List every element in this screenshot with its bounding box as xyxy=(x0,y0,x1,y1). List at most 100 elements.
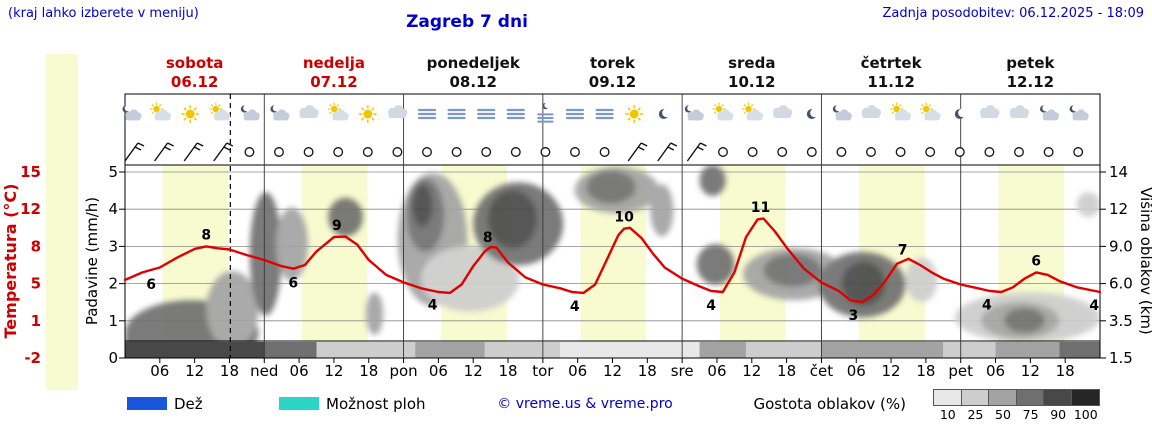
cloud-scale-cell: 25 xyxy=(960,389,990,422)
cloud-region xyxy=(365,292,384,335)
sun-ray xyxy=(714,104,717,107)
sun-cloud-icon xyxy=(919,102,941,121)
cloud-density-legend-label: Gostota oblakov (%) xyxy=(753,395,906,413)
cloud-height-tick-label: 14 xyxy=(1109,163,1128,181)
moon-mask xyxy=(1072,105,1079,112)
calm-circle xyxy=(836,147,847,157)
sun-disc xyxy=(923,105,930,113)
wind-calm-icon xyxy=(362,147,373,157)
temperature-value-label: 4 xyxy=(706,298,716,314)
x-tick-label: 18 xyxy=(220,362,239,380)
moon-cloud-icon xyxy=(122,105,142,121)
temperature-value-label: 4 xyxy=(428,298,438,314)
cloud-part xyxy=(1042,115,1059,121)
barb-shaft xyxy=(657,142,672,162)
cloud-part xyxy=(894,115,911,121)
wind-barb-icon xyxy=(657,142,678,162)
wind-calm-icon xyxy=(1073,147,1084,157)
moon-cloud-icon xyxy=(1040,105,1060,121)
temperature-value-label: 8 xyxy=(483,230,493,246)
temperature-tick-label: 12 xyxy=(20,200,41,218)
calm-circle xyxy=(333,147,344,157)
x-tick-label: 06 xyxy=(290,362,309,380)
barb-shaft xyxy=(686,142,701,162)
day-name-label: sobota xyxy=(166,54,224,72)
barb-feather xyxy=(700,142,707,147)
temperature-value-label: 6 xyxy=(288,276,298,292)
x-tick-label: 12 xyxy=(1021,362,1040,380)
cloud-region xyxy=(328,197,363,237)
barb-feather xyxy=(670,142,678,147)
day-date-label: 10.12 xyxy=(728,73,775,91)
wind-calm-icon xyxy=(895,147,906,157)
fog-icon xyxy=(565,108,585,120)
wind-calm-icon xyxy=(925,147,936,157)
barb-feather xyxy=(640,142,648,147)
fog-moon-icon xyxy=(537,102,554,123)
sun-disc xyxy=(212,105,219,113)
calm-circle xyxy=(451,147,462,157)
day-name-label: torek xyxy=(590,54,636,72)
sun-ray xyxy=(361,107,365,111)
sun-cloud-icon xyxy=(712,102,734,121)
temperature-value-label: 4 xyxy=(1089,298,1099,314)
showers-legend-swatch xyxy=(279,397,319,410)
cloud-scale-swatch xyxy=(960,389,990,406)
precipitation-tick-label: 5 xyxy=(108,163,118,181)
wind-barb-icon xyxy=(124,142,145,162)
temperature-axis-title: Temperatura (°C) xyxy=(1,184,20,339)
sun-ray xyxy=(721,104,724,107)
wind-calm-icon xyxy=(392,147,403,157)
wind-calm-icon xyxy=(777,147,788,157)
fog-icon xyxy=(595,108,614,120)
calm-circle xyxy=(570,147,580,157)
wind-barb-icon xyxy=(154,142,174,162)
wind-calm-icon xyxy=(806,147,817,157)
sun-ray xyxy=(371,107,375,111)
cloud-scale-label: 50 xyxy=(995,407,1011,422)
x-tick-label: 06 xyxy=(568,362,587,380)
moon-icon xyxy=(954,108,967,119)
sun-ray xyxy=(183,117,187,121)
low-cloud-strip xyxy=(125,342,1100,358)
sun-ray xyxy=(361,117,365,121)
x-tick-label: čet xyxy=(810,362,833,380)
calm-circle xyxy=(984,147,995,157)
x-tick-label: 18 xyxy=(359,362,378,380)
low-cloud-segment xyxy=(415,342,485,358)
temperature-tick-label: -2 xyxy=(24,349,41,367)
sun-ray xyxy=(329,111,332,114)
credit-link[interactable]: © vreme.us & vreme.pro xyxy=(497,396,673,412)
temperature-tick-label: 8 xyxy=(31,237,41,255)
cloud-scale-cell: 75 xyxy=(1015,389,1045,422)
cloud-scale-cell: 10 xyxy=(933,389,962,422)
x-tick-label: 12 xyxy=(324,362,343,380)
calm-circle xyxy=(925,147,936,157)
low-cloud-segment xyxy=(699,342,746,358)
x-tick-label: 18 xyxy=(916,362,935,380)
cloud-icon xyxy=(773,105,793,118)
sun-disc xyxy=(745,105,752,113)
x-tick-label: 18 xyxy=(1056,362,1075,380)
sun-ray xyxy=(329,104,332,107)
moon-cloud-icon xyxy=(1069,105,1089,121)
wind-calm-icon xyxy=(954,147,965,157)
sun-ray xyxy=(637,117,641,121)
calm-circle xyxy=(1073,147,1084,157)
cloud-scale-cell: 50 xyxy=(988,389,1017,422)
calm-circle xyxy=(777,147,788,157)
sun-ray xyxy=(193,117,197,121)
wind-calm-icon xyxy=(244,147,255,157)
daytime-band xyxy=(302,165,368,358)
fog-icon xyxy=(506,108,525,120)
sun-disc xyxy=(363,109,373,119)
x-tick-label: 12 xyxy=(882,362,901,380)
x-tick-label: 12 xyxy=(742,362,761,380)
cloud-scale-label: 75 xyxy=(1022,407,1039,422)
sun-ray xyxy=(151,111,155,114)
temperature-value-label: 6 xyxy=(1031,253,1041,269)
sun-ray xyxy=(921,111,924,114)
calm-circle xyxy=(274,147,284,157)
low-cloud-segment xyxy=(821,342,944,358)
